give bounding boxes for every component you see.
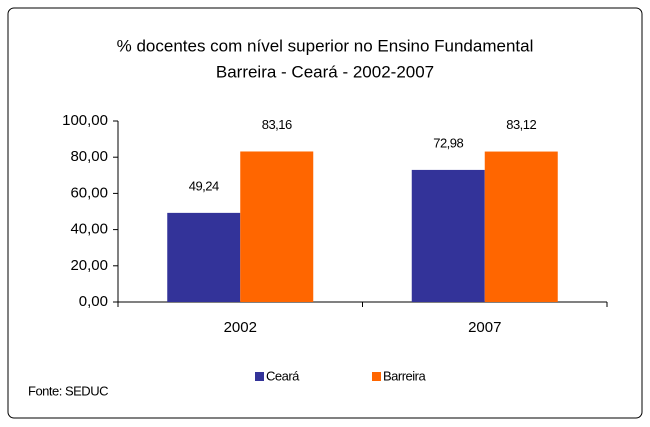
data-label: 49,24 — [189, 178, 219, 193]
data-label: 83,12 — [506, 117, 536, 132]
data-label: 83,16 — [262, 117, 292, 132]
y-tick-label: 100,00 — [62, 112, 108, 129]
legend-label: Ceará — [266, 368, 300, 383]
legend-swatch — [372, 372, 381, 381]
bar — [240, 151, 314, 302]
source: Fonte: SEDUC — [28, 383, 108, 398]
bar — [167, 212, 241, 302]
y-tick-label: 0,00 — [79, 293, 108, 310]
chart-frame — [7, 7, 643, 419]
bar — [411, 169, 485, 302]
bar — [484, 151, 558, 302]
legend-label: Barreira — [383, 368, 427, 383]
y-tick-label: 40,00 — [70, 221, 108, 238]
y-tick-label: 60,00 — [70, 184, 108, 201]
data-label: 72,98 — [433, 135, 463, 150]
x-tick-label: 2007 — [468, 319, 501, 336]
x-tick-label: 2002 — [224, 319, 257, 336]
y-tick-label: 80,00 — [70, 148, 108, 165]
legend-swatch — [255, 372, 264, 381]
y-tick-label: 20,00 — [70, 257, 108, 274]
chart-subtitle: Barreira - Ceará - 2002-2007 — [216, 62, 434, 81]
chart-title: % docentes com nível superior no Ensino … — [117, 36, 534, 55]
